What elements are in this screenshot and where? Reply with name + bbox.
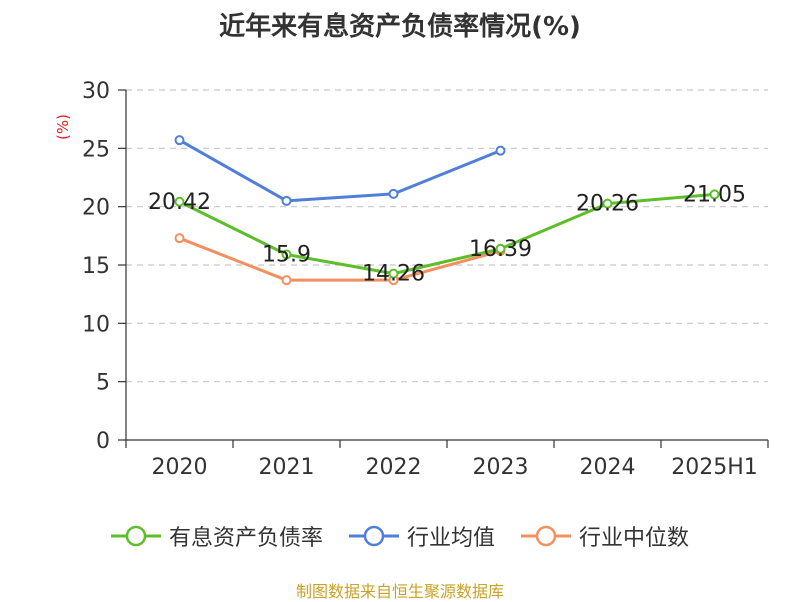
legend-item[interactable]: 行业均值 — [348, 520, 495, 552]
x-tick-label: 2022 — [366, 455, 422, 480]
data-point — [709, 189, 720, 200]
y-tick-label: 15 — [82, 254, 110, 279]
data-point — [388, 188, 399, 199]
data-point — [281, 275, 292, 286]
x-tick-label: 2020 — [152, 455, 208, 480]
y-tick-label: 20 — [82, 196, 110, 221]
y-tick-label: 30 — [82, 79, 110, 104]
y-tick-label: 10 — [82, 312, 110, 337]
legend-item[interactable]: 行业中位数 — [521, 520, 689, 552]
legend-swatch-icon — [110, 525, 161, 547]
data-label: 16.39 — [469, 237, 532, 262]
data-labels: 20.42 15.9 14.26 16.39 20.26 21.05 — [148, 182, 746, 286]
data-point — [495, 243, 506, 254]
x-tick-label: 2021 — [259, 455, 315, 480]
data-label: 14.26 — [362, 262, 425, 287]
data-label: 20.26 — [576, 192, 639, 217]
axes: 0 5 10 15 20 25 30 2020 2021 2022 2023 2024 2025H1 — [82, 79, 769, 480]
series-line — [178, 192, 715, 276]
legend-label: 行业均值 — [406, 526, 495, 551]
legend-swatch-icon — [348, 525, 399, 547]
legend-label: 有息资产负债率 — [168, 526, 323, 551]
chart-title: 近年来有息资产负债率情况(%) — [219, 12, 581, 42]
data-point — [281, 249, 292, 260]
series — [174, 135, 720, 286]
legend: 有息资产负债率 行业均值 行业中位数 — [0, 520, 800, 552]
grid-lines — [126, 89, 768, 383]
series-line — [178, 138, 502, 203]
data-label: 15.9 — [262, 243, 311, 268]
data-point — [495, 145, 506, 156]
legend-item[interactable]: 有息资产负债率 — [110, 520, 323, 552]
data-point — [174, 233, 185, 244]
data-point — [174, 135, 185, 146]
source-note: 制图数据来自恒生聚源数据库 — [295, 582, 504, 601]
legend-label: 行业中位数 — [579, 526, 690, 551]
data-label: 21.05 — [683, 182, 746, 207]
x-tick-label: 2023 — [473, 455, 529, 480]
x-tick-label: 2025H1 — [671, 455, 758, 480]
data-point — [281, 195, 292, 206]
data-label: 20.42 — [148, 190, 211, 215]
data-point — [388, 268, 399, 279]
legend-swatch-icon — [521, 525, 571, 547]
y-tick-label: 0 — [96, 429, 110, 454]
x-tick-label: 2024 — [580, 455, 636, 480]
data-point — [602, 198, 613, 209]
y-axis-label: (%) — [54, 114, 72, 140]
y-tick-label: 5 — [96, 371, 110, 396]
data-point — [174, 196, 185, 207]
y-tick-label: 25 — [82, 137, 110, 162]
series-line — [178, 236, 501, 282]
